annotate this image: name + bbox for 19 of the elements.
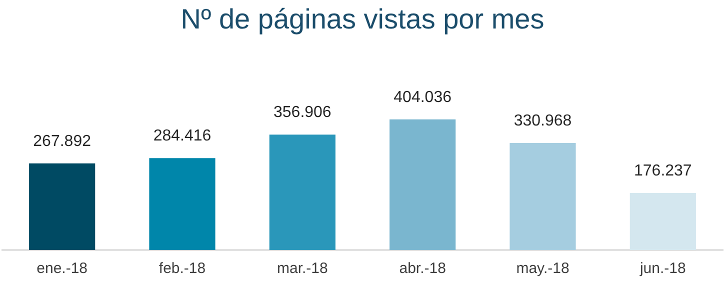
- x-tick-label: feb.-18: [158, 260, 206, 278]
- data-label: 176.237: [634, 162, 692, 180]
- data-label: 356.906: [273, 104, 332, 122]
- bar: [149, 158, 216, 250]
- x-tick-label: jun.-18: [638, 260, 686, 278]
- x-tick-label: abr.-18: [399, 260, 446, 278]
- bar: [630, 193, 696, 250]
- chart-title: Nº de páginas vistas por mes: [180, 4, 544, 35]
- bar: [390, 119, 456, 250]
- data-label: 284.416: [153, 127, 212, 144]
- x-tick-label: mar.-18: [276, 260, 328, 278]
- bar: [29, 163, 96, 250]
- bar: [510, 143, 576, 250]
- data-label: 404.036: [394, 88, 452, 106]
- x-tick-label: may.-18: [516, 260, 570, 278]
- bar: [269, 134, 336, 250]
- data-label: 330.968: [514, 112, 572, 130]
- data-label: 267.892: [33, 132, 92, 150]
- x-tick-label: ene.-18: [36, 260, 88, 278]
